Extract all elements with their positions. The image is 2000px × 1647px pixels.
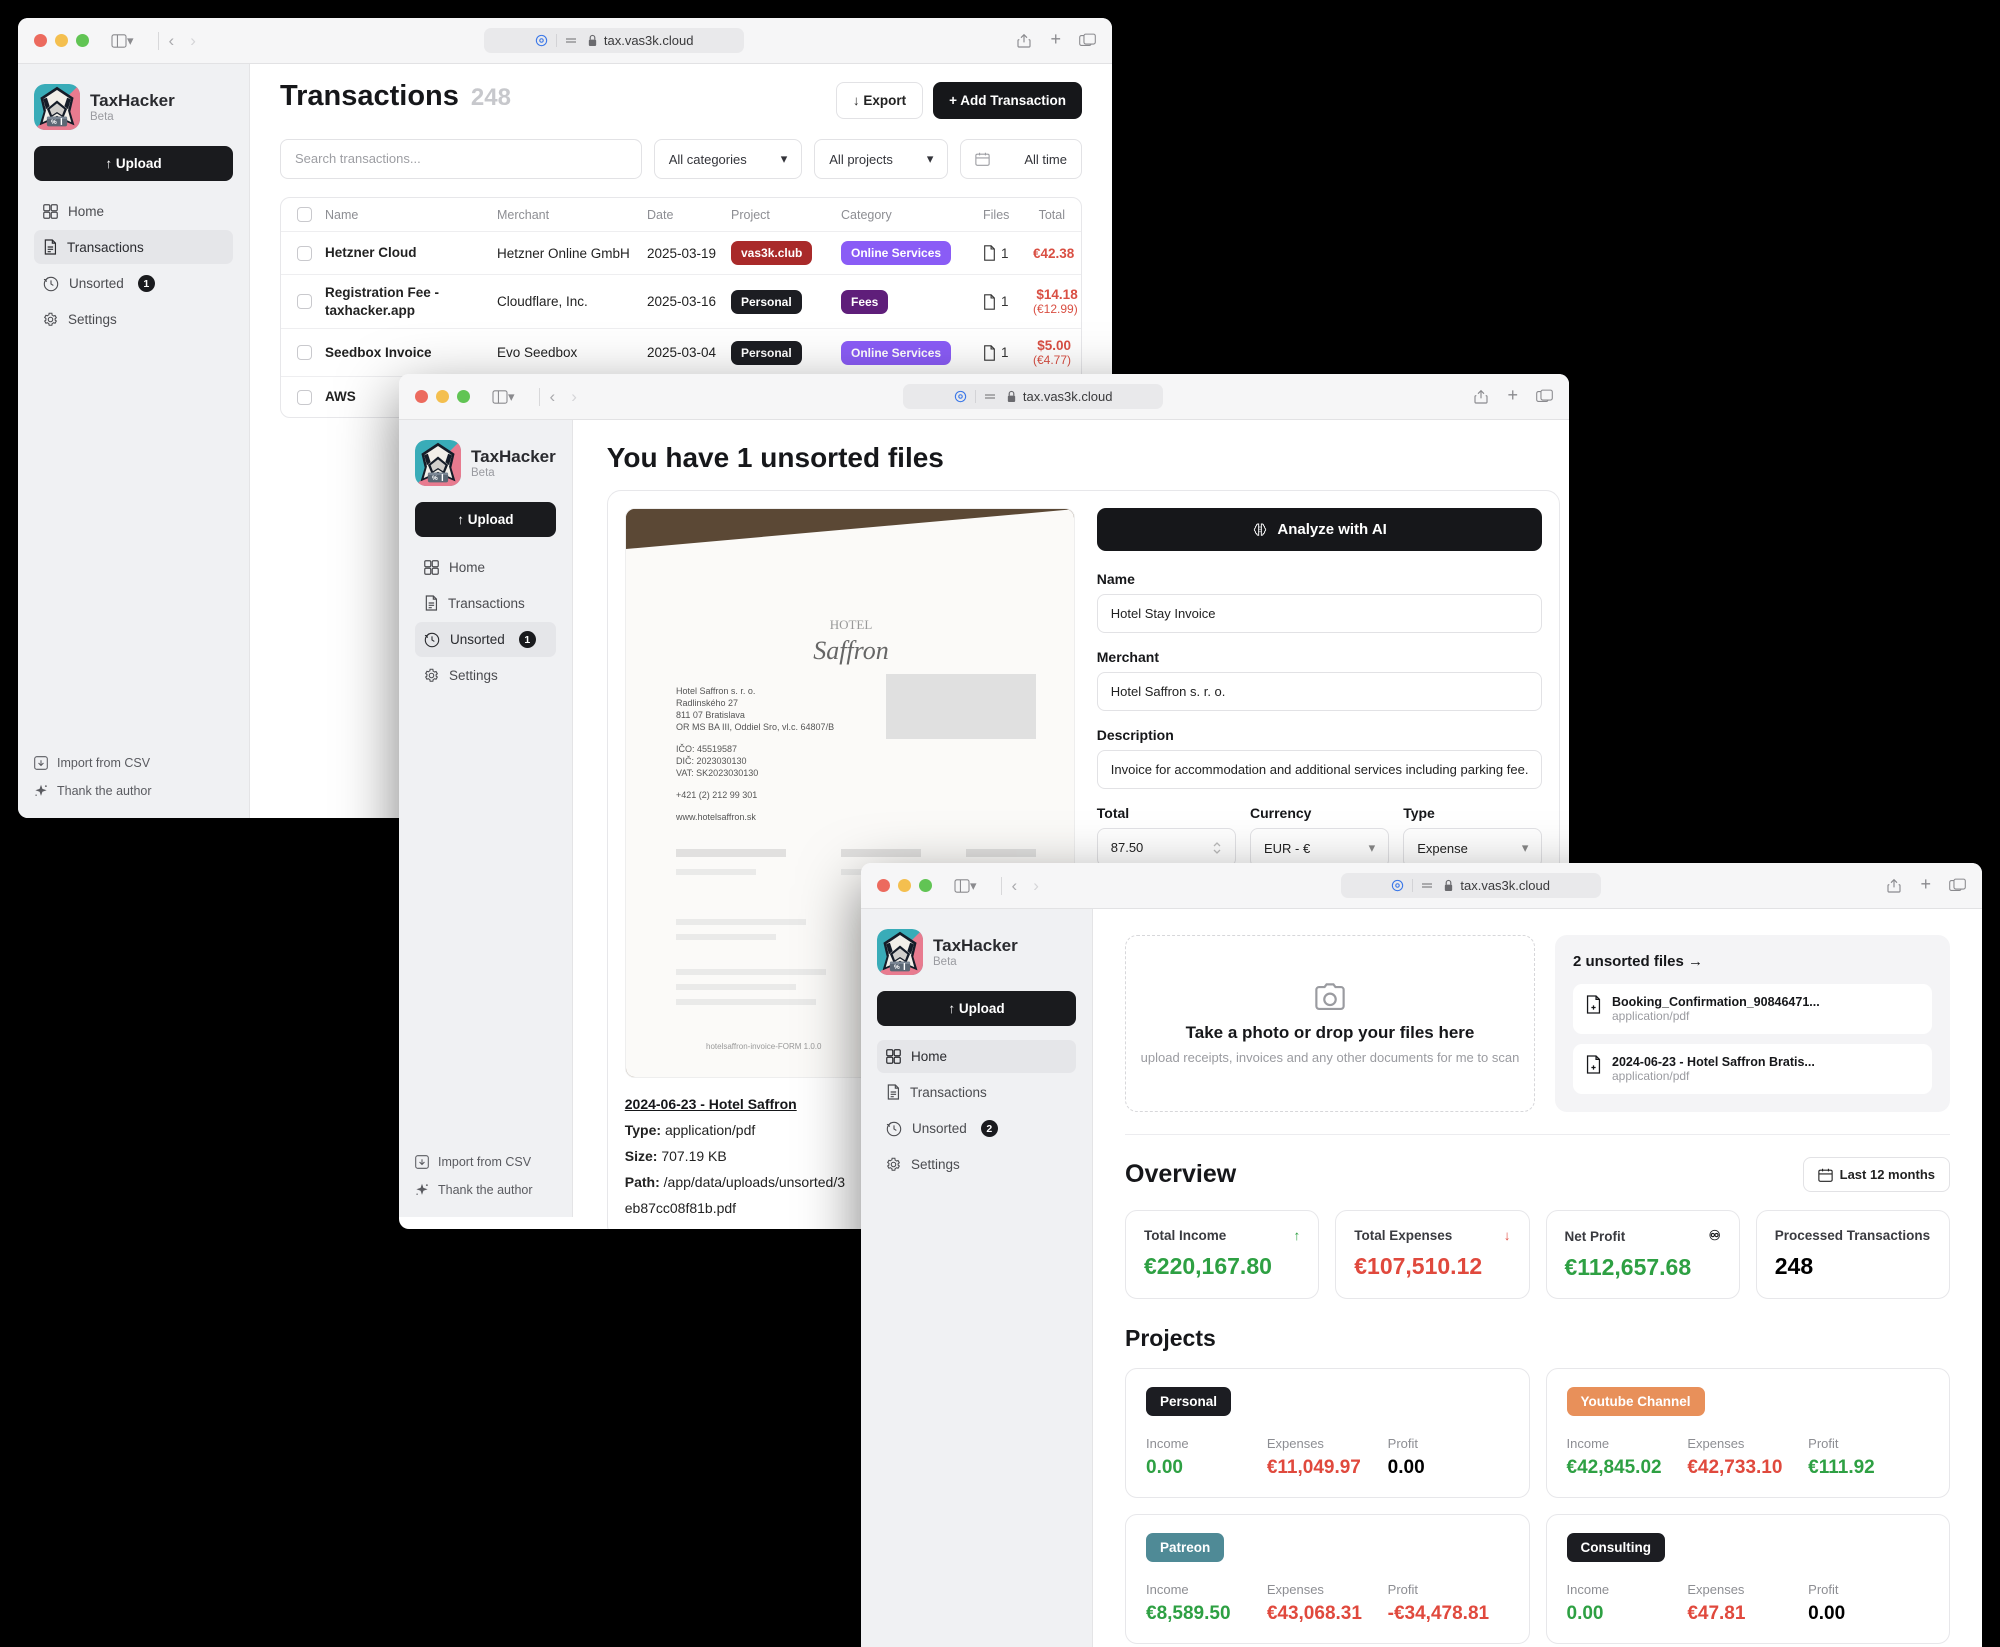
svg-text:DIČ: 2023030130: DIČ: 2023030130: [676, 756, 747, 766]
svg-text:IČO: 45519587: IČO: 45519587: [676, 744, 737, 754]
svg-text:VAT: SK2023030130: VAT: SK2023030130: [676, 768, 758, 778]
svg-text:Radlinského 27: Radlinského 27: [676, 698, 738, 708]
svg-text:www.hotelsaffron.sk: www.hotelsaffron.sk: [675, 812, 756, 822]
svg-text:Saffron: Saffron: [813, 636, 889, 665]
svg-text:HOTEL: HOTEL: [829, 617, 872, 632]
svg-text:hotelsaffron-invoice-FORM 1.0.: hotelsaffron-invoice-FORM 1.0.0: [706, 1042, 822, 1051]
svg-text:+421 (2) 212 99 301: +421 (2) 212 99 301: [676, 790, 757, 800]
svg-text:Hotel Saffron s. r. o.: Hotel Saffron s. r. o.: [676, 686, 755, 696]
svg-text:811 07 Bratislava: 811 07 Bratislava: [676, 710, 745, 720]
svg-text:OR MS BA III, Oddiel Sro, vl.c: OR MS BA III, Oddiel Sro, vl.c. 64807/B: [676, 722, 834, 732]
